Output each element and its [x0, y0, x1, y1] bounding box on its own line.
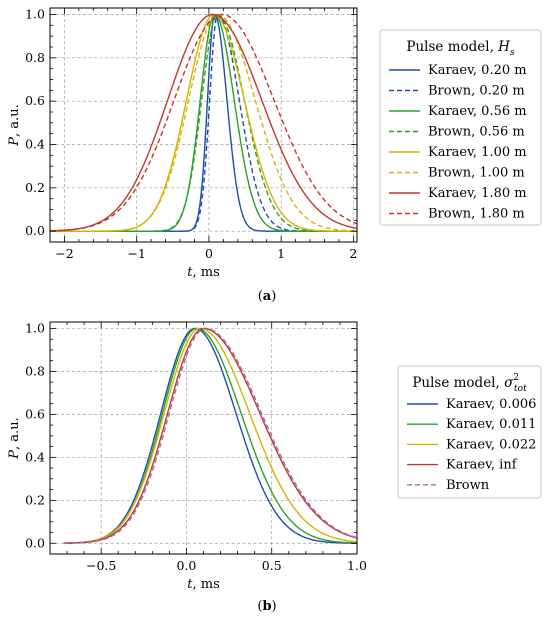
x-tick-label: 1.0	[347, 558, 367, 573]
series-line	[50, 13, 357, 232]
y-axis-label: P, a.u.	[7, 417, 22, 459]
y-tick-label: 0.4	[25, 137, 45, 152]
panel-label: (b)	[257, 599, 276, 614]
legend-title-sup: 2	[513, 373, 519, 383]
series-line	[50, 13, 357, 232]
legend: Pulse model, σ2 tot Karaev, 0.006 Karaev, 0…	[397, 365, 542, 499]
panel-label-letter: b	[262, 599, 271, 614]
y-tick-label: 1.0	[25, 320, 45, 335]
legend-entry: Karaev, 0.011	[446, 417, 536, 432]
y-tick-label: 0.6	[25, 93, 45, 108]
panel-label: (a)	[258, 289, 277, 304]
y-tick-label: 0.4	[25, 449, 45, 464]
y-axis-variable: P	[7, 137, 22, 147]
panel-a: −2 −1 0 1 2 0.0 0.2 0.4 0.6 0.8 1.0 t, ms P, a.u. (a)…	[7, 7, 542, 304]
x-axis-variable: t	[187, 265, 193, 280]
y-tick-label: 1.0	[25, 7, 45, 22]
series-line	[50, 13, 357, 232]
x-tick-label: 0.0	[176, 558, 196, 573]
panel-label-letter: a	[263, 289, 272, 304]
legend-entry: Brown, 1.00 m	[428, 166, 525, 181]
y-tick-label: 0.8	[25, 50, 45, 65]
x-tick-label: −1	[127, 246, 145, 261]
y-tick-label: 0.0	[25, 535, 45, 550]
x-tick-label: 0	[205, 246, 213, 261]
legend: Pulse model, Hs Karaev, 0.20 m Brown, 0.20…	[379, 29, 542, 226]
y-tick-label: 0.8	[25, 363, 45, 378]
y-tick-label: 0.2	[25, 180, 45, 195]
legend-box	[379, 29, 542, 226]
x-axis-unit: , ms	[192, 577, 219, 592]
y-tick-label: 0.2	[25, 492, 45, 507]
series-line	[50, 13, 357, 232]
y-tick-label: 0.6	[25, 406, 45, 421]
legend-title-sub: tot	[514, 384, 527, 394]
legend-entry: Brown	[446, 478, 490, 493]
x-tick-label: −2	[55, 246, 73, 261]
series-line	[50, 13, 357, 232]
x-axis-label: t, ms	[187, 265, 220, 280]
series-line	[50, 13, 357, 232]
legend-title-text: Pulse model,	[412, 375, 504, 391]
series-group	[63, 327, 357, 544]
x-axis-unit: , ms	[192, 265, 219, 280]
legend-entry: Brown, 1.80 m	[428, 207, 525, 222]
legend-title-sub: s	[510, 48, 515, 58]
legend-entry: Karaev, 0.006	[446, 397, 536, 412]
x-tick-label: 0.5	[262, 558, 282, 573]
series-group	[50, 13, 357, 232]
plot-frame	[49, 321, 358, 555]
y-axis-unit: , a.u.	[7, 104, 22, 137]
legend-entry: Karaev, 1.80 m	[428, 186, 527, 201]
legend-entry: Karaev, inf	[446, 458, 518, 473]
legend-entry: Karaev, 0.56 m	[428, 104, 527, 119]
legend-entry: Brown, 0.20 m	[428, 84, 525, 99]
panel-b: −0.5 0.0 0.5 1.0 0.0 0.2 0.4 0.6 0.8 1.0 t, ms P, a…	[7, 320, 542, 614]
legend-title-symbol: H	[497, 39, 510, 55]
x-axis-variable: t	[187, 577, 193, 592]
legend-entry: Karaev, 0.20 m	[428, 63, 527, 78]
legend-title-symbol: σ	[504, 375, 514, 391]
legend-entry: Karaev, 0.022	[446, 437, 536, 452]
legend-title-text: Pulse model,	[406, 39, 498, 55]
x-tick-label: 2	[349, 246, 357, 261]
legend-title: Pulse model, Hs	[406, 39, 515, 58]
legend-title: Pulse model, σ2 tot	[412, 373, 527, 394]
x-axis-label: t, ms	[187, 577, 220, 592]
series-line	[63, 327, 357, 544]
series-line	[50, 13, 357, 232]
series-line	[63, 327, 357, 544]
plot-frame	[49, 7, 358, 243]
y-axis-unit: , a.u.	[7, 417, 22, 450]
series-line	[63, 327, 357, 544]
series-line	[50, 13, 357, 232]
y-tick-label: 0.0	[25, 223, 45, 238]
y-axis-label: P, a.u.	[7, 104, 22, 146]
y-axis-variable: P	[7, 450, 22, 460]
x-tick-label: 1	[277, 246, 285, 261]
legend-entry: Brown, 0.56 m	[428, 125, 525, 140]
legend-entry: Karaev, 1.00 m	[428, 145, 527, 160]
x-tick-label: −0.5	[86, 558, 116, 573]
